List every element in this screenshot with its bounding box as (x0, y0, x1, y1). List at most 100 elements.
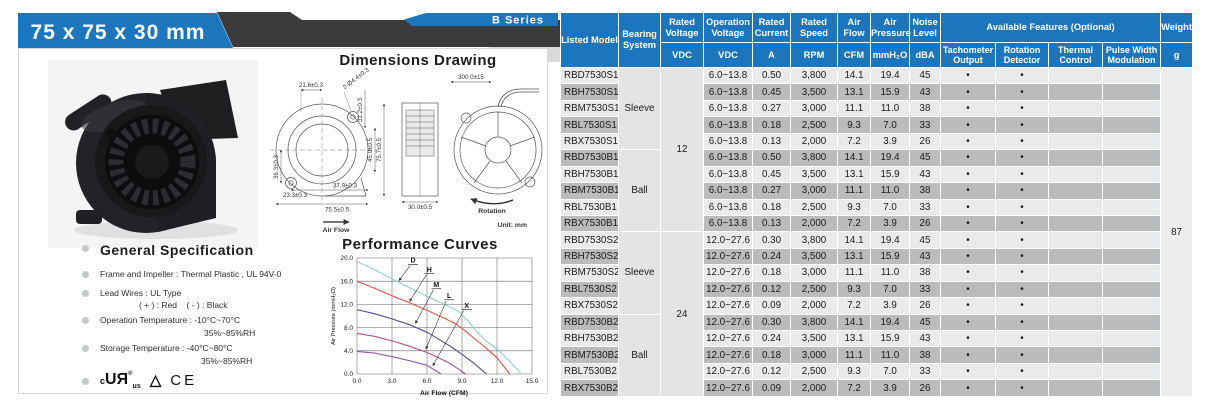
table-row: RBD7530B1 Ball 6.0~13.8 0.50 3,800 14.1 19.4 45… (560, 149, 1193, 233)
svg-text:16.0: 16.0 (340, 278, 353, 285)
value-cell: 11.1 (837, 264, 871, 282)
value-cell: 45 (909, 66, 941, 85)
model-cell: RBD7530B2 (560, 313, 619, 332)
model-cell: RBX7530B2 (560, 379, 619, 397)
performance-curves-title: Performance Curves (342, 236, 498, 253)
value-cell: 0.24 (752, 247, 791, 266)
bullet-icon (82, 271, 89, 278)
feature-dot-cell: • (940, 99, 996, 118)
value-cell: 43 (909, 247, 941, 266)
model-cell: RBX7530B1 (560, 214, 619, 233)
feature-empty-cell (1048, 132, 1103, 151)
table-row: RBL7530B2 12.0~27.6 0.12 2,500 9.3 7.0 33 • • (560, 362, 1193, 381)
value-cell: 7.2 (837, 214, 871, 233)
series-flag (404, 13, 558, 26)
value-cell: 3,500 (790, 165, 838, 184)
value-cell: 13.1 (837, 165, 871, 184)
svg-text:4.0: 4.0 (344, 348, 353, 355)
value-cell: 0.30 (752, 313, 791, 332)
value-cell: 19.4 (870, 66, 910, 85)
value-cell: 0.50 (752, 149, 791, 167)
feature-dot-cell: • (940, 313, 996, 332)
feature-dot-cell: • (940, 346, 996, 364)
dim-label: 30.0±0.5 (408, 204, 433, 211)
ce-mark: CE (170, 371, 198, 389)
curve-X (356, 350, 442, 375)
feature-empty-cell (1048, 313, 1103, 332)
size-title: 75 x 75 x 30 mm (31, 21, 206, 44)
table-row: RBM7530S1 6.0~13.8 0.27 3,000 11.1 11.0 38 • • (560, 99, 1193, 118)
col-header: Air Flow (837, 12, 871, 43)
model-cell: RBM7530S2 (560, 264, 619, 282)
feature-dot-cell: • (995, 379, 1049, 397)
value-cell: 3,800 (790, 313, 838, 332)
svg-text:15.0: 15.0 (526, 378, 539, 385)
col-header: Air Pressure (870, 12, 911, 43)
feature-dot-cell: • (940, 198, 996, 216)
unit-header: mmH₂O (870, 42, 910, 68)
value-cell: 12.0~27.6 (703, 280, 753, 299)
feature-dot-cell: • (940, 264, 996, 282)
feature-empty-cell (1101, 132, 1162, 151)
dim-label: 37.9±0.3 (333, 183, 358, 190)
performance-curves-chart: 0.0 3.0 6.0 9.0 12.0 15.0 0.0 4.0 8.0 12.0 16.0 20.… (331, 255, 539, 397)
table-row: RBH7530S2 12.0~27.6 0.24 3,500 13.1 15.9 43 • • (560, 247, 1193, 266)
feature-dot-cell: • (940, 329, 996, 348)
feature-empty-cell (1101, 149, 1162, 167)
value-cell: 7.0 (870, 198, 910, 216)
bullet-icon (82, 317, 89, 325)
feature-dot-cell: • (995, 116, 1049, 134)
value-cell: 3,000 (790, 346, 838, 364)
curve-label-X: X (464, 303, 469, 310)
value-cell: 3,500 (790, 329, 838, 348)
value-cell: 7.0 (870, 362, 910, 381)
series-label: B Series (492, 15, 544, 27)
feature-dot-cell: • (940, 297, 996, 315)
value-cell: 11.0 (870, 182, 910, 200)
value-cell: 38 (909, 346, 941, 364)
feature-empty-cell (1048, 99, 1103, 118)
value-cell: 3,800 (790, 66, 838, 85)
feature-empty-cell (1101, 231, 1162, 249)
value-cell: 0.27 (752, 99, 791, 118)
bearing-cell: Ball (618, 149, 661, 233)
feature-empty-cell (1101, 99, 1162, 118)
curve-label-M: M (433, 282, 439, 289)
svg-text:8.0: 8.0 (344, 325, 353, 332)
feature-dot-cell: • (995, 231, 1049, 249)
feature-empty-cell (1048, 116, 1103, 134)
feature-col-header: Thermal Control (1048, 42, 1103, 68)
value-cell: 12.0~27.6 (703, 247, 753, 266)
bearing-cell: Ball (618, 313, 661, 398)
unit-header: CFM (837, 42, 871, 68)
value-cell: 0.18 (752, 346, 791, 364)
value-cell: 11.1 (837, 346, 871, 364)
rated-voltage-cell: 12 (660, 66, 704, 233)
feature-empty-cell (1048, 214, 1103, 233)
table-row: RBL7530S1 6.0~13.8 0.18 2,500 9.3 7.0 33 • • (560, 116, 1193, 134)
feature-empty-cell (1101, 66, 1162, 85)
air-flow-label: Air Flow (323, 227, 351, 234)
model-cell: RBX7530S1 (560, 132, 619, 151)
col-header-weight: Weight (1160, 12, 1194, 43)
bullet-icon (82, 344, 89, 352)
feature-dot-cell: • (940, 214, 996, 233)
svg-text:12.0: 12.0 (491, 378, 504, 385)
value-cell: 0.09 (752, 297, 791, 315)
value-cell: 38 (909, 264, 941, 282)
table-row: RBL7530S2 12.0~27.6 0.12 2,500 9.3 7.0 33 • • (560, 280, 1193, 299)
value-cell: 11.1 (837, 182, 871, 200)
value-cell: 2,500 (790, 116, 838, 134)
table-row: RBH7530B2 12.0~27.6 0.24 3,500 13.1 15.9 43 • • (560, 329, 1193, 348)
bullet-icon (82, 289, 89, 297)
value-cell: 19.4 (870, 313, 910, 332)
table-row: RBX7530B1 6.0~13.8 0.13 2,000 7.2 3.9 26 • • (560, 214, 1193, 233)
feature-empty-cell (1048, 264, 1103, 282)
table-header: Listed Model Bearing System Rated Voltage O… (560, 12, 1194, 68)
value-cell: 14.1 (837, 231, 871, 249)
model-cell: RBM7530B1 (560, 182, 619, 200)
feature-dot-cell: • (995, 264, 1049, 282)
feature-empty-cell (1101, 165, 1162, 184)
feature-dot-cell: • (995, 182, 1049, 200)
dim-label: 23.3±0.3 (283, 192, 308, 199)
